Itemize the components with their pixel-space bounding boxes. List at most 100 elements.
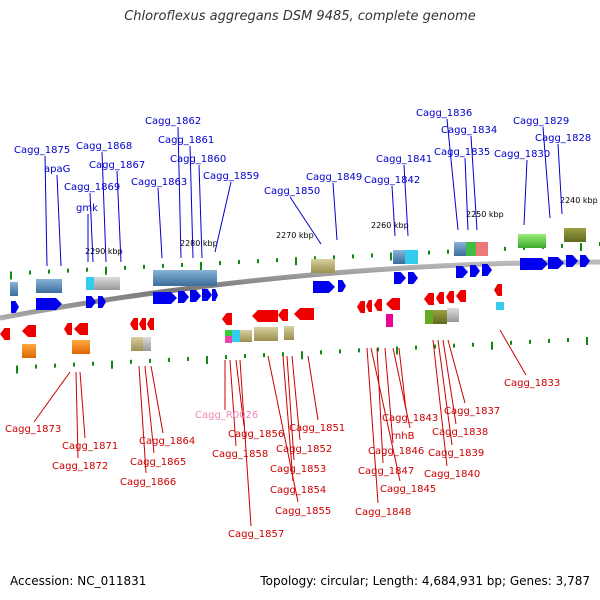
gene-label[interactable]: Cagg_1863 bbox=[131, 177, 187, 188]
tick-mark bbox=[149, 358, 151, 363]
gene-label[interactable]: Cagg_1848 bbox=[355, 507, 411, 518]
gene-box bbox=[22, 344, 36, 358]
gene-label[interactable]: Cagg_1829 bbox=[513, 116, 569, 127]
gene-label[interactable]: Cagg_1868 bbox=[76, 141, 132, 152]
gene-label[interactable]: Cagg_1828 bbox=[535, 133, 591, 144]
tick-mark bbox=[29, 270, 31, 275]
gene-label[interactable]: Cagg_1849 bbox=[306, 172, 362, 183]
label-connector bbox=[307, 355, 319, 421]
gene-box bbox=[518, 234, 546, 248]
gene-label[interactable]: rnhB bbox=[391, 431, 415, 442]
gene-box bbox=[254, 327, 278, 341]
gene-box bbox=[225, 330, 232, 336]
gene-label[interactable]: Cagg_1837 bbox=[444, 406, 500, 417]
gene-label[interactable]: Cagg_1836 bbox=[416, 108, 472, 119]
forward-gene-arrow bbox=[548, 257, 564, 269]
gene-box bbox=[72, 340, 90, 354]
gene-label[interactable]: Cagg_1842 bbox=[364, 175, 420, 186]
gene-label[interactable]: Cagg_1859 bbox=[203, 171, 259, 182]
tick-mark bbox=[453, 343, 455, 348]
gene-label[interactable]: Cagg_1838 bbox=[432, 427, 488, 438]
tick-mark bbox=[390, 252, 392, 261]
gene-label[interactable]: Cagg_1861 bbox=[158, 135, 214, 146]
gene-label[interactable]: Cagg_1839 bbox=[428, 448, 484, 459]
tick-mark bbox=[320, 350, 322, 355]
gene-box bbox=[232, 330, 240, 342]
tick-mark bbox=[352, 254, 354, 259]
gene-label[interactable]: Cagg_1830 bbox=[494, 149, 550, 160]
gene-label[interactable]: Cagg_1847 bbox=[358, 466, 414, 477]
gene-label[interactable]: Cagg_1862 bbox=[145, 116, 201, 127]
gene-label[interactable]: Cagg_1852 bbox=[276, 444, 332, 455]
label-connector bbox=[291, 355, 301, 441]
gene-box bbox=[393, 250, 405, 264]
gene-label[interactable]: Cagg_1850 bbox=[264, 186, 320, 197]
label-connector bbox=[432, 339, 448, 467]
gene-label[interactable]: Cagg_1858 bbox=[212, 449, 268, 460]
tick-mark bbox=[491, 341, 493, 350]
gene-label[interactable]: gmk bbox=[76, 203, 98, 214]
reverse-gene-arrow bbox=[74, 323, 88, 335]
gene-box bbox=[564, 228, 586, 242]
label-connector bbox=[75, 371, 79, 459]
label-connector bbox=[229, 359, 237, 447]
gene-label[interactable]: Cagg_1872 bbox=[52, 461, 108, 472]
genome-summary-text: Topology: circular; Length: 4,684,931 bp… bbox=[260, 574, 590, 588]
tick-mark bbox=[206, 356, 208, 364]
gene-label[interactable]: Cagg_1854 bbox=[270, 485, 326, 496]
label-connector bbox=[523, 159, 528, 226]
gene-label[interactable]: Cagg_1869 bbox=[64, 182, 120, 193]
gene-label[interactable]: Cagg_1853 bbox=[270, 464, 326, 475]
label-connector bbox=[235, 359, 245, 427]
tick-mark bbox=[580, 243, 582, 251]
tick-mark bbox=[377, 347, 379, 352]
label-connector bbox=[198, 164, 203, 259]
label-connector bbox=[398, 347, 407, 411]
tick-mark bbox=[92, 361, 94, 366]
gene-label[interactable]: Cagg_1867 bbox=[89, 160, 145, 171]
gene-label[interactable]: Cagg_1843 bbox=[382, 413, 438, 424]
gene-label[interactable]: Cagg_1841 bbox=[376, 154, 432, 165]
gene-label[interactable]: Cagg_1857 bbox=[228, 529, 284, 540]
forward-gene-arrow bbox=[98, 296, 106, 308]
tick-mark bbox=[86, 267, 88, 272]
forward-gene-arrow bbox=[86, 296, 96, 308]
bottom-arrows bbox=[0, 284, 502, 340]
gene-label[interactable]: Cagg_1845 bbox=[380, 484, 436, 495]
tick-mark bbox=[504, 246, 506, 251]
gene-label[interactable]: Cagg_1834 bbox=[441, 125, 497, 136]
gene-label[interactable]: Cagg_1846 bbox=[368, 446, 424, 457]
gene-label[interactable]: Cagg_1875 bbox=[14, 145, 70, 156]
gene-label[interactable]: Cagg_1873 bbox=[5, 424, 61, 435]
gene-label[interactable]: Cagg_1833 bbox=[504, 378, 560, 389]
kbp-label: 2280 kbp bbox=[180, 239, 218, 248]
forward-gene-arrow bbox=[482, 264, 492, 276]
gene-label[interactable]: Cagg_1856 bbox=[228, 429, 284, 440]
gene-label[interactable]: Cagg_1864 bbox=[139, 436, 195, 447]
gene-label[interactable]: Cagg_1855 bbox=[275, 506, 331, 517]
label-connector bbox=[101, 151, 107, 263]
tick-mark bbox=[54, 363, 56, 368]
gene-label[interactable]: Cagg_1865 bbox=[130, 457, 186, 468]
gene-label[interactable]: Cagg_1851 bbox=[289, 423, 345, 434]
gene-label[interactable]: Cagg_R0026 bbox=[195, 410, 258, 421]
gene-label[interactable]: apaG bbox=[44, 164, 70, 175]
label-connector bbox=[189, 145, 194, 259]
gene-label[interactable]: Cagg_1840 bbox=[424, 469, 480, 480]
tick-marks bbox=[10, 242, 600, 374]
tick-mark bbox=[282, 352, 284, 357]
forward-gene-arrow bbox=[520, 258, 548, 270]
forward-gene-arrow bbox=[456, 266, 468, 278]
gene-label[interactable]: Cagg_1866 bbox=[120, 477, 176, 488]
tick-mark bbox=[225, 355, 227, 360]
label-connector bbox=[56, 174, 62, 267]
gene-label[interactable]: Cagg_1871 bbox=[62, 441, 118, 452]
label-connector bbox=[470, 135, 478, 231]
tick-mark bbox=[187, 356, 189, 361]
tick-mark bbox=[586, 337, 588, 345]
gene-label[interactable]: Cagg_1860 bbox=[170, 154, 226, 165]
gene-label[interactable]: Cagg_1835 bbox=[434, 147, 490, 158]
forward-gene-arrow bbox=[580, 255, 590, 267]
